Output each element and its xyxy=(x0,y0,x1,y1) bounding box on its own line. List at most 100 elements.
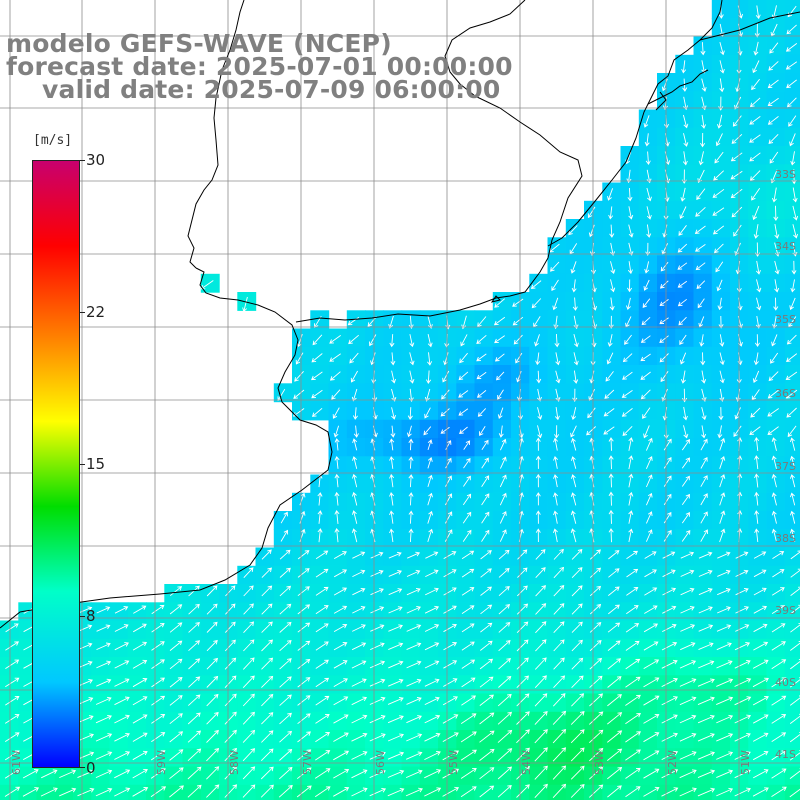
wind-arrow xyxy=(785,371,798,380)
wind-arrow xyxy=(791,260,797,275)
wind-arrow xyxy=(789,133,796,147)
wind-arrow xyxy=(662,605,677,614)
wind-arrow xyxy=(661,787,679,797)
wind-arrow xyxy=(680,187,686,202)
wind-cell xyxy=(675,237,695,257)
wind-cell xyxy=(638,529,658,549)
wind-arrow xyxy=(552,693,566,707)
wind-arrow xyxy=(700,456,708,469)
wind-arrow xyxy=(554,407,560,421)
wind-arrow xyxy=(681,475,690,487)
wind-arrow xyxy=(537,425,543,439)
wind-arrow xyxy=(752,659,769,669)
wind-arrow xyxy=(554,425,560,439)
wind-cell xyxy=(200,730,220,749)
wind-arrow xyxy=(242,675,255,689)
wind-cell xyxy=(529,766,549,786)
wind-arrow xyxy=(769,151,779,164)
wind-cell xyxy=(0,675,19,695)
wind-cell xyxy=(328,711,348,731)
wind-cell xyxy=(109,711,129,731)
wind-cell xyxy=(383,602,403,622)
wind-cell xyxy=(474,346,494,366)
wind-cell xyxy=(109,638,129,658)
wind-arrow xyxy=(589,585,602,597)
wind-arrows xyxy=(4,5,800,799)
wind-cell xyxy=(438,492,457,512)
wind-arrow xyxy=(243,639,255,652)
wind-cell xyxy=(657,638,676,658)
wind-arrow xyxy=(424,751,441,761)
colorbar-tick-22: 22 xyxy=(86,303,106,321)
wind-arrow xyxy=(771,623,786,633)
wind-arrow xyxy=(443,642,458,651)
wind-cell xyxy=(438,529,457,549)
wind-arrow xyxy=(534,675,547,689)
wind-arrow xyxy=(169,586,183,597)
wind-cell xyxy=(200,620,220,640)
wind-arrow xyxy=(261,693,274,707)
wind-arrow xyxy=(498,567,510,578)
wind-cell xyxy=(328,584,348,603)
wind-cell xyxy=(675,200,695,220)
wind-arrow xyxy=(573,352,579,366)
wind-arrow xyxy=(498,658,511,670)
wind-arrow xyxy=(572,297,578,311)
wind-arrow xyxy=(388,642,404,651)
wind-cell xyxy=(711,711,731,731)
wind-arrow xyxy=(408,492,414,506)
wind-cell xyxy=(675,675,695,695)
wind-cell xyxy=(657,492,676,512)
wind-cell xyxy=(657,602,676,622)
wind-cell xyxy=(620,711,640,731)
wind-arrow xyxy=(535,549,546,560)
wind-cell xyxy=(237,675,257,695)
wind-arrow xyxy=(646,187,652,202)
wind-cell xyxy=(711,164,731,184)
wind-cell xyxy=(474,383,494,403)
wind-arrow xyxy=(297,622,311,633)
wind-arrow xyxy=(571,549,583,560)
wind-arrow xyxy=(188,603,200,615)
wind-arrow xyxy=(607,766,623,780)
wind-arrow xyxy=(605,371,614,382)
wind-cell xyxy=(748,91,768,111)
wind-arrow xyxy=(701,114,707,129)
wind-cell xyxy=(328,328,348,348)
wind-cell xyxy=(365,730,384,749)
wind-cell xyxy=(456,602,476,622)
wind-arrow xyxy=(206,621,218,633)
wind-cell xyxy=(474,529,494,549)
wind-arrow xyxy=(151,604,165,615)
wind-arrow xyxy=(224,657,237,670)
wind-arrow xyxy=(315,623,329,633)
wind-arrow xyxy=(771,437,777,451)
wind-cell xyxy=(784,419,800,439)
wind-arrow xyxy=(369,660,386,669)
wind-arrow xyxy=(334,438,340,451)
wind-arrow xyxy=(662,551,676,559)
wind-arrow xyxy=(150,768,166,779)
wind-arrow xyxy=(571,621,583,633)
wind-arrow xyxy=(347,316,360,326)
wind-arrow xyxy=(535,352,541,366)
wind-arrow xyxy=(498,622,511,633)
wind-cell xyxy=(511,711,530,731)
wind-cell xyxy=(657,456,676,476)
wind-arrow xyxy=(624,334,632,345)
wind-arrow xyxy=(735,587,749,596)
wind-cell xyxy=(219,602,238,622)
wind-arrow xyxy=(369,733,386,742)
wind-arrow xyxy=(297,658,311,670)
wind-cell xyxy=(164,693,184,713)
wind-cell xyxy=(657,365,676,384)
wind-cell xyxy=(419,383,439,403)
wind-cell xyxy=(328,748,348,768)
wind-arrow xyxy=(607,730,623,743)
wind-arrow xyxy=(663,456,672,469)
wind-cell xyxy=(529,602,549,622)
wind-arrow xyxy=(570,710,585,725)
wind-cell xyxy=(675,438,695,457)
wind-arrow xyxy=(699,334,705,347)
wind-cell xyxy=(273,784,293,800)
